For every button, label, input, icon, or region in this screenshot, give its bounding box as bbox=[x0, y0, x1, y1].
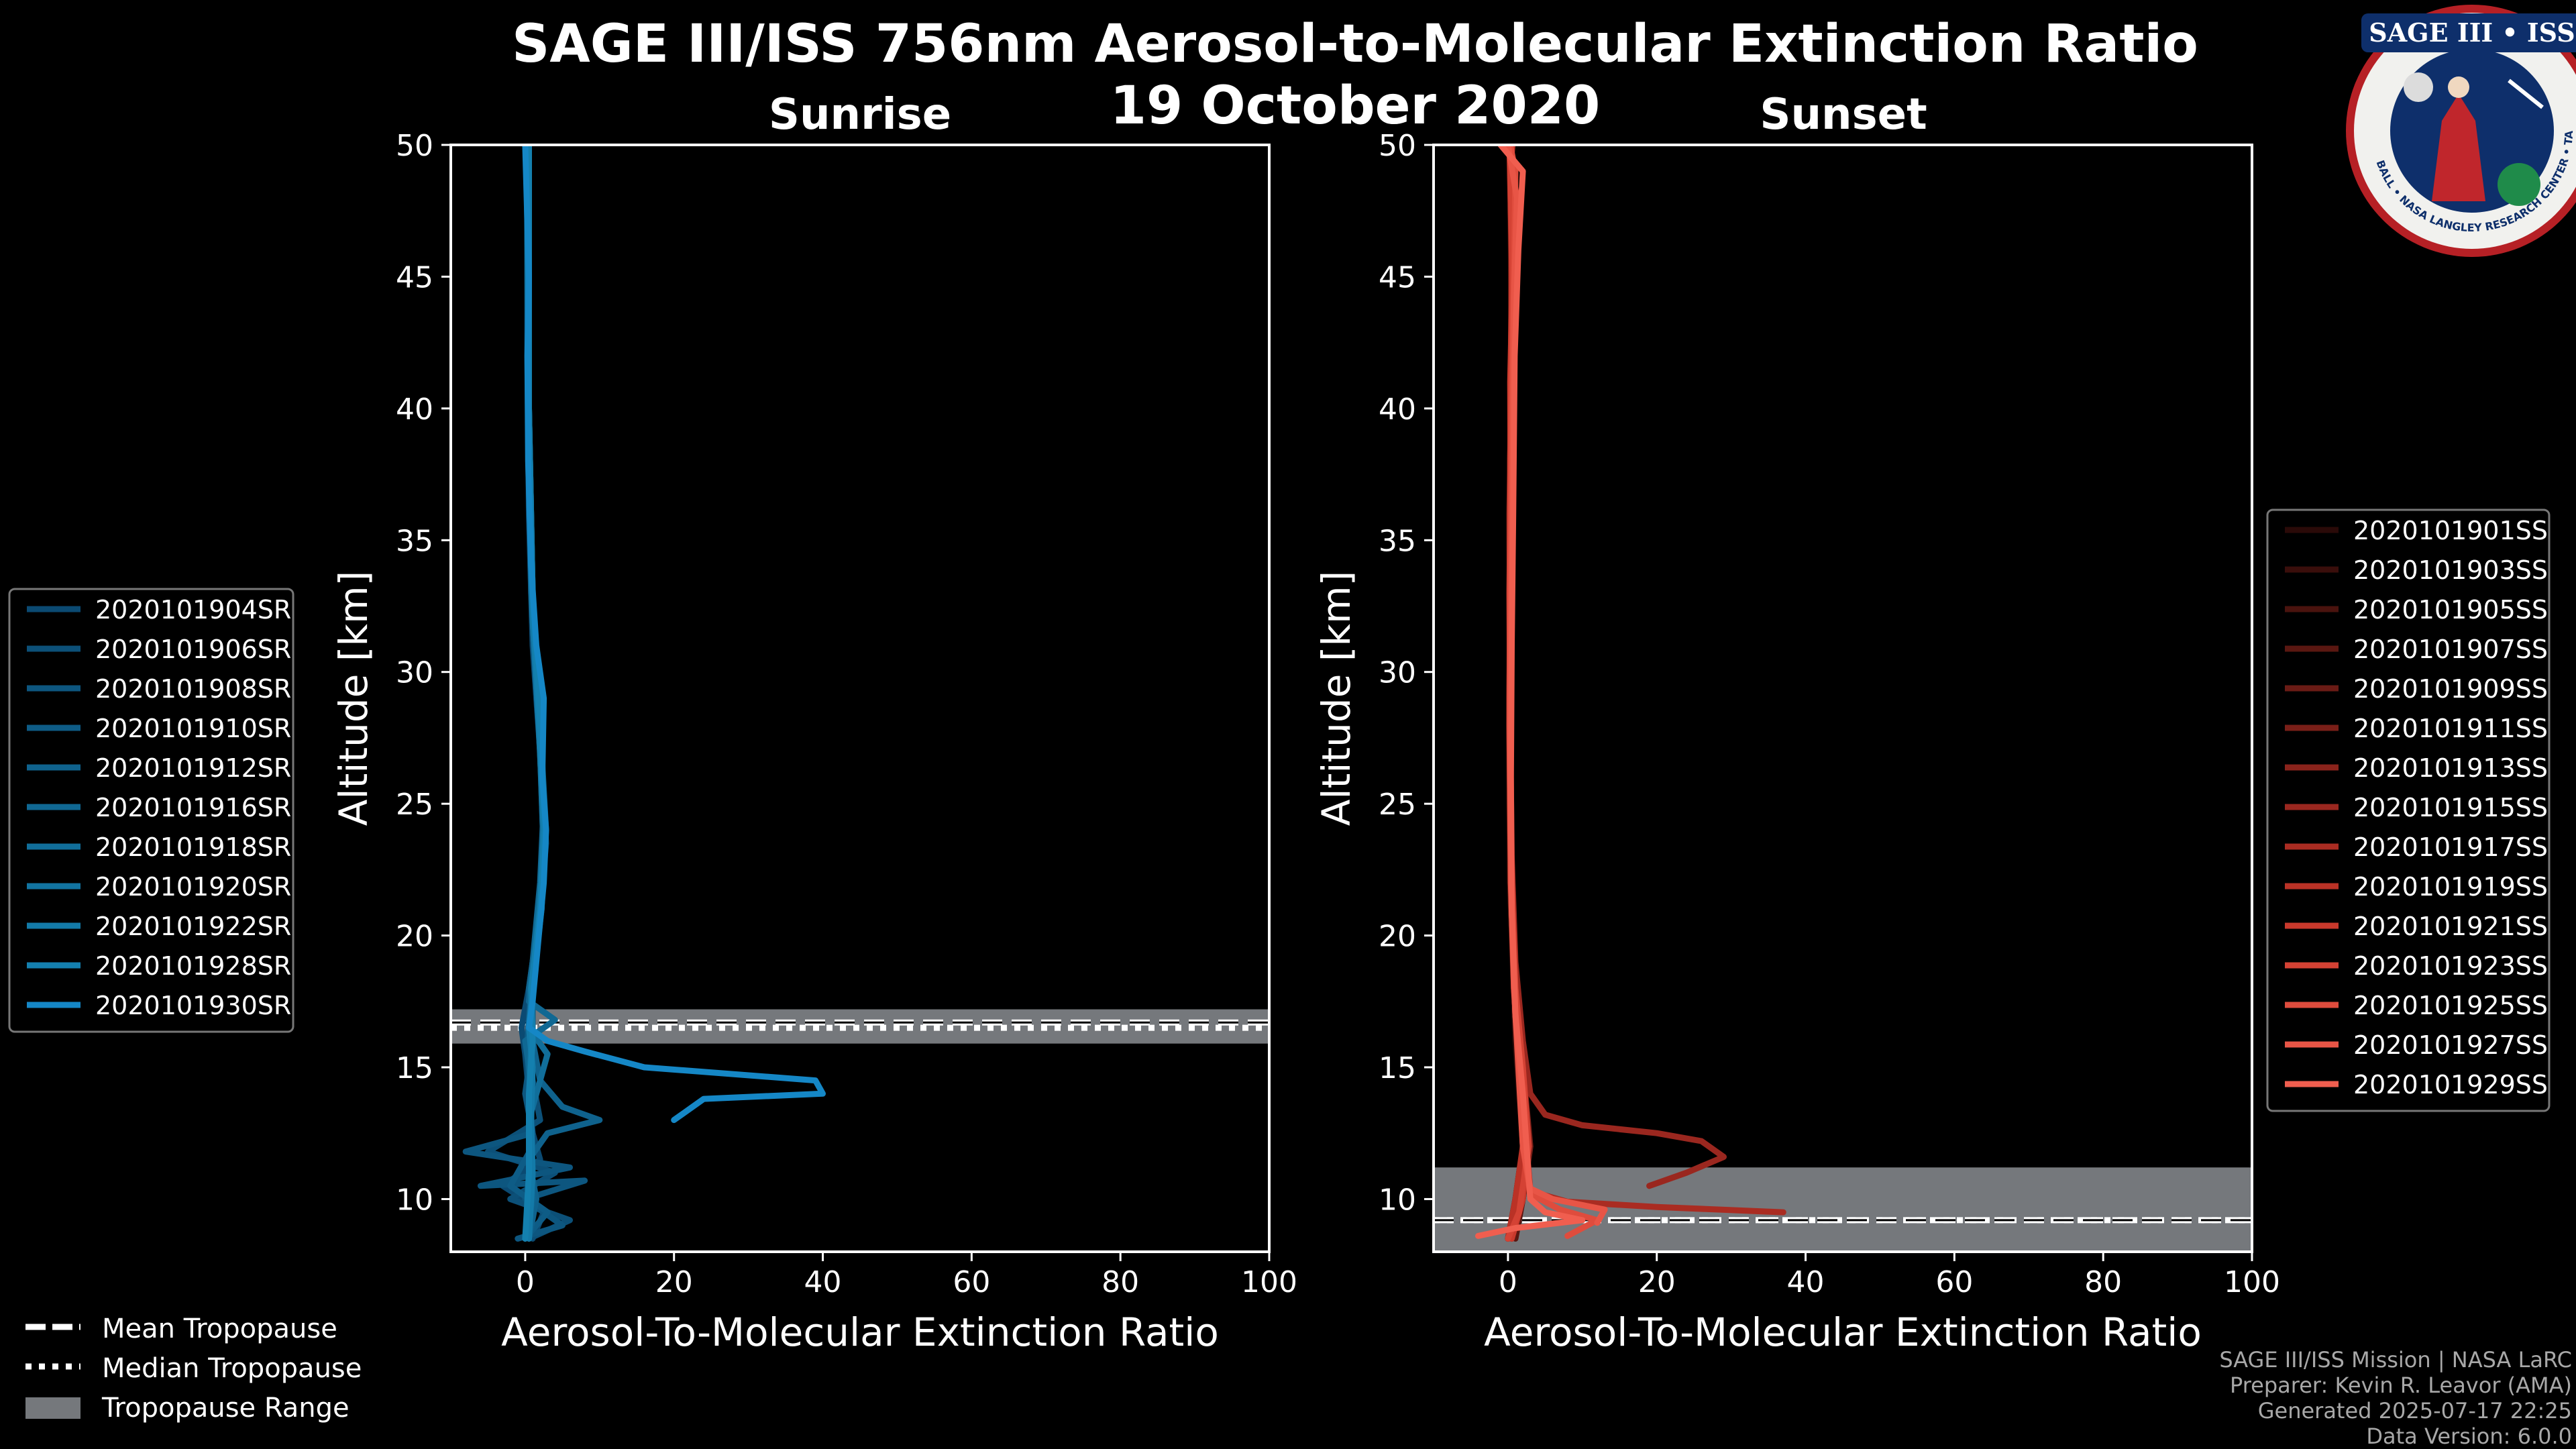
sunset-legend-label-2020101909SS: 2020101909SS bbox=[2353, 674, 2548, 704]
sunset-legend-label-2020101915SS: 2020101915SS bbox=[2353, 793, 2548, 822]
sunset-legend-label-2020101925SS: 2020101925SS bbox=[2353, 991, 2548, 1020]
sunset-legend-label-2020101905SS: 2020101905SS bbox=[2353, 595, 2548, 625]
sunrise-y-tick-label: 30 bbox=[396, 656, 433, 690]
sunrise-plot-area bbox=[451, 145, 1269, 1252]
sunset-y-tick-label: 35 bbox=[1379, 524, 1416, 558]
sunrise-x-tick-label: 60 bbox=[953, 1265, 990, 1299]
sunrise-y-axis-label: Altitude [km] bbox=[331, 571, 376, 826]
tropopause-range-label: Tropopause Range bbox=[101, 1393, 350, 1424]
mean-tropopause-label: Mean Tropopause bbox=[102, 1313, 337, 1344]
sunrise-chart-panel: 0 20 40 60 80 100 10 15 20 25 30 35 40 45 50 Aerosol-To… bbox=[331, 129, 1297, 1355]
sunset-legend-label-2020101923SS: 2020101923SS bbox=[2353, 951, 2548, 981]
sunrise-y-tick-label: 25 bbox=[396, 788, 433, 822]
sunrise-legend-label-2020101912SR: 2020101912SR bbox=[95, 753, 291, 783]
sunset-x-tick-label: 40 bbox=[1787, 1265, 1825, 1299]
credit-preparer: Preparer: Kevin R. Leavor (AMA) bbox=[2230, 1373, 2572, 1398]
sunset-y-tick-label: 10 bbox=[1379, 1183, 1416, 1217]
sunset-x-tick-label: 100 bbox=[2224, 1265, 2280, 1299]
sunrise-x-tick-label: 20 bbox=[655, 1265, 693, 1299]
sunrise-legend-label-2020101918SR: 2020101918SR bbox=[95, 833, 291, 862]
sunset-panel-title: Sunset bbox=[1760, 90, 1927, 140]
sunset-legend-label-2020101919SS: 2020101919SS bbox=[2353, 872, 2548, 902]
sunset-legend-label-2020101907SS: 2020101907SS bbox=[2353, 635, 2548, 664]
sunset-axes-frame bbox=[1432, 144, 2253, 1253]
sunrise-x-tick-label: 40 bbox=[804, 1265, 842, 1299]
logo-title: SAGE III • ISS bbox=[2369, 17, 2575, 48]
tropopause-legend: Mean Tropopause Median Tropopause Tropop… bbox=[25, 1313, 362, 1424]
sunset-plot-content bbox=[1434, 145, 2252, 1252]
sunset-legend-frame bbox=[2266, 508, 2551, 1112]
sunrise-legend-label-2020101928SR: 2020101928SR bbox=[95, 951, 291, 981]
sunrise-plot-content bbox=[451, 145, 1269, 1242]
sunset-legend-label-2020101903SS: 2020101903SS bbox=[2353, 555, 2548, 585]
sunrise-legend-label-2020101906SR: 2020101906SR bbox=[95, 635, 291, 664]
sunset-legend: 2020101901SS 2020101903SS 2020101905SS 2020… bbox=[2266, 508, 2551, 1112]
sunrise-y-tick-label: 50 bbox=[396, 129, 433, 163]
sunrise-y-tick-label: 20 bbox=[396, 920, 433, 954]
sunrise-x-tick-label: 0 bbox=[516, 1265, 535, 1299]
sunset-chart-panel: 0 20 40 60 80 100 10 15 20 25 30 35 40 45 50 Aerosol-To… bbox=[1313, 129, 2280, 1355]
logo-earth-icon bbox=[2498, 163, 2540, 206]
sunset-x-tick-label: 60 bbox=[1935, 1265, 1973, 1299]
sunset-x-tick-label: 0 bbox=[1499, 1265, 1517, 1299]
sunrise-y-tick-label: 15 bbox=[396, 1051, 433, 1085]
sunset-x-axis-label: Aerosol-To-Molecular Extinction Ratio bbox=[1484, 1309, 2202, 1355]
sunrise-legend-label-2020101908SR: 2020101908SR bbox=[95, 674, 291, 704]
sunset-legend-label-2020101929SS: 2020101929SS bbox=[2353, 1070, 2548, 1099]
sunset-legend-label-2020101927SS: 2020101927SS bbox=[2353, 1030, 2548, 1060]
sunset-legend-label-2020101917SS: 2020101917SS bbox=[2353, 833, 2548, 862]
sunrise-y-tick-label: 10 bbox=[396, 1183, 433, 1217]
sunset-legend-label-2020101911SS: 2020101911SS bbox=[2353, 714, 2548, 743]
sunrise-x-tick-label: 80 bbox=[1102, 1265, 1139, 1299]
sunset-legend-label-2020101913SS: 2020101913SS bbox=[2353, 753, 2548, 783]
sunrise-y-tick-label: 45 bbox=[396, 260, 433, 294]
sunrise-x-tick-label: 100 bbox=[1241, 1265, 1297, 1299]
sunrise-x-axis-label: Aerosol-To-Molecular Extinction Ratio bbox=[501, 1309, 1219, 1355]
sunrise-series-line-2020101930SR bbox=[522, 145, 826, 1124]
sunset-y-tick-label: 40 bbox=[1379, 392, 1416, 427]
sunrise-axes-frame bbox=[449, 144, 1271, 1253]
sunset-y-tick-label: 30 bbox=[1379, 656, 1416, 690]
sunrise-y-tick-label: 35 bbox=[396, 524, 433, 558]
credit-data-version: Data Version: 6.0.0 bbox=[2366, 1424, 2572, 1449]
sunrise-legend-frame bbox=[8, 588, 294, 1033]
sunset-legend-label-2020101921SS: 2020101921SS bbox=[2353, 912, 2548, 941]
logo-iss-icon bbox=[2508, 78, 2544, 109]
sunset-y-tick-label: 25 bbox=[1379, 788, 1416, 822]
sunset-y-tick-label: 20 bbox=[1379, 920, 1416, 954]
logo-figure-icon bbox=[2432, 94, 2485, 201]
sunset-legend-label-2020101901SS: 2020101901SS bbox=[2353, 516, 2548, 545]
sunset-series-line-2020101929SS bbox=[1475, 145, 1586, 1239]
sunrise-legend-label-2020101916SR: 2020101916SR bbox=[95, 793, 291, 822]
sunrise-legend-label-2020101920SR: 2020101920SR bbox=[95, 872, 291, 902]
credit-generated: Generated 2025-07-17 22:25 bbox=[2258, 1398, 2572, 1424]
sunrise-legend-label-2020101922SR: 2020101922SR bbox=[95, 912, 291, 941]
median-tropopause-label: Median Tropopause bbox=[102, 1353, 362, 1384]
sunset-x-tick-label: 20 bbox=[1638, 1265, 1676, 1299]
credits: SAGE III/ISS Mission | NASA LaRC Prepare… bbox=[2219, 1347, 2572, 1449]
logo-moon-icon bbox=[2404, 72, 2433, 102]
logo-figure-head bbox=[2448, 76, 2469, 98]
logo-banner bbox=[2361, 13, 2576, 52]
sunset-y-tick-label: 45 bbox=[1379, 260, 1416, 294]
sunset-y-axis-label: Altitude [km] bbox=[1313, 571, 1359, 826]
credit-mission: SAGE III/ISS Mission | NASA LaRC bbox=[2219, 1347, 2572, 1373]
figure-title-line2: 19 October 2020 bbox=[1110, 76, 1601, 136]
figure-title-line1: SAGE III/ISS 756nm Aerosol-to-Molecular … bbox=[512, 14, 2198, 74]
sunset-plot-area bbox=[1434, 145, 2252, 1252]
sunset-y-tick-label: 50 bbox=[1379, 129, 1416, 163]
sunrise-y-tick-label: 40 bbox=[396, 392, 433, 427]
sunrise-panel-title: Sunrise bbox=[769, 90, 951, 140]
sunrise-legend-label-2020101910SR: 2020101910SR bbox=[95, 714, 291, 743]
sunset-x-tick-label: 80 bbox=[2084, 1265, 2122, 1299]
sunrise-legend-label-2020101930SR: 2020101930SR bbox=[95, 991, 291, 1020]
tropopause-range-swatch bbox=[25, 1397, 80, 1419]
sunrise-legend-label-2020101904SR: 2020101904SR bbox=[95, 595, 291, 625]
sunset-y-tick-label: 15 bbox=[1379, 1051, 1416, 1085]
sunrise-legend: 2020101904SR 2020101906SR 2020101908SR 2020… bbox=[8, 588, 294, 1033]
